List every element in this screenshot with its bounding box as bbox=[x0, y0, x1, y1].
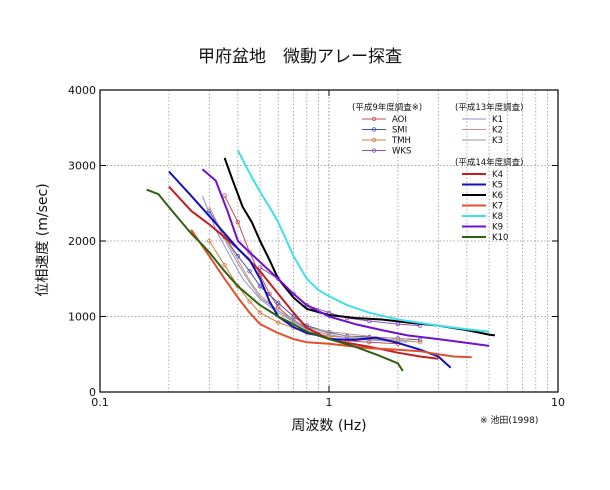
legend-label-k7: K7 bbox=[492, 202, 503, 212]
x-tick-label: 1 bbox=[326, 396, 333, 409]
data-point-aoi bbox=[235, 219, 241, 225]
legend-label-k8: K8 bbox=[492, 212, 503, 222]
series-line-k3 bbox=[215, 221, 408, 342]
legend-label-k9: K9 bbox=[492, 223, 503, 233]
legend-label-smi: SMI bbox=[392, 126, 407, 136]
data-point-wks bbox=[257, 265, 263, 270]
data-point-tmh bbox=[247, 299, 252, 304]
data-point-tmh bbox=[235, 284, 241, 289]
legend-heading: (平成13年度調査) bbox=[455, 102, 523, 113]
x-axis-label: 周波数 (Hz) bbox=[291, 418, 366, 434]
y-tick-label: 4000 bbox=[68, 84, 96, 97]
data-point-aoi bbox=[275, 305, 281, 310]
x-tick-label: 10 bbox=[551, 396, 565, 409]
legend-label-k5: K5 bbox=[492, 181, 503, 191]
series-line-k4 bbox=[168, 185, 439, 360]
data-point-tmh bbox=[222, 262, 227, 268]
series-line-k7 bbox=[190, 229, 472, 359]
series-line-k9 bbox=[201, 168, 490, 347]
data-point-tmh bbox=[275, 320, 281, 325]
legend-marker bbox=[371, 137, 377, 143]
legend-label-wks: WKS bbox=[392, 147, 411, 157]
data-point-aoi bbox=[247, 250, 252, 255]
legend-marker bbox=[371, 148, 377, 153]
series-line-k8 bbox=[237, 149, 490, 333]
data-point-smi bbox=[247, 269, 252, 274]
series-line-k5 bbox=[168, 170, 452, 369]
legend-label-tmh: TMH bbox=[391, 136, 411, 146]
series-line-k10 bbox=[146, 188, 404, 372]
legend-label-k3: K3 bbox=[492, 136, 503, 146]
axis-ticks: 0.1 1 10 0 1000 2000 3000 4000 bbox=[68, 84, 565, 409]
data-point-tmh bbox=[417, 339, 423, 345]
citation-note: ※ 池田(1998) bbox=[480, 414, 538, 426]
data-point-smi bbox=[291, 314, 296, 319]
data-point-smi bbox=[275, 300, 281, 306]
legend-label-aoi: AOI bbox=[392, 115, 407, 125]
legend-label-k1: K1 bbox=[492, 115, 503, 125]
y-tick-label: 0 bbox=[89, 386, 96, 399]
x-tick-label: 0.1 bbox=[91, 396, 109, 409]
chart-title: 甲府盆地 微動アレー探査 bbox=[198, 47, 402, 67]
legend-marker bbox=[371, 127, 377, 132]
legend-heading: (平成9年度調査※) bbox=[352, 102, 422, 113]
y-axis-label: 位相速度 (m/sec) bbox=[35, 183, 51, 296]
legend-label-k4: K4 bbox=[492, 170, 503, 180]
series-layer bbox=[146, 149, 496, 372]
legend-label-k10: K10 bbox=[492, 233, 508, 243]
legend-marker bbox=[371, 116, 377, 122]
legend-label-k2: K2 bbox=[492, 126, 503, 136]
data-point-smi bbox=[257, 284, 263, 289]
legend-heading: (平成14年度調査) bbox=[455, 157, 523, 168]
data-point-aoi bbox=[222, 193, 227, 198]
legend-label-k6: K6 bbox=[492, 191, 503, 201]
data-point-tmh bbox=[207, 238, 212, 244]
series-line-k2 bbox=[208, 206, 408, 340]
y-tick-label: 1000 bbox=[68, 311, 96, 324]
data-point-tmh bbox=[257, 310, 263, 315]
y-tick-label: 2000 bbox=[68, 235, 96, 248]
series-line-smi bbox=[208, 210, 421, 341]
y-tick-label: 3000 bbox=[68, 160, 96, 173]
